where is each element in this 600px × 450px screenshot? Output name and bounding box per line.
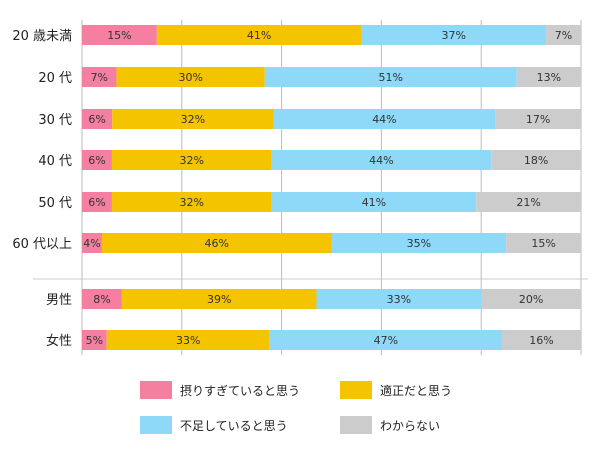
bar-segment <box>112 109 274 129</box>
category-label: 男性 <box>46 293 72 308</box>
bar-segment <box>111 192 272 212</box>
bar-segment <box>82 67 117 87</box>
bar-segment <box>546 25 581 45</box>
data-label: 44% <box>369 154 393 167</box>
data-label: 30% <box>178 71 202 84</box>
category-label: 20 代 <box>38 71 72 86</box>
data-label: 41% <box>362 196 386 209</box>
bar-segment <box>316 289 482 309</box>
bar-segment <box>271 192 477 212</box>
bar-segment <box>111 150 272 170</box>
data-label: 17% <box>526 113 550 126</box>
bar-segment <box>516 67 581 87</box>
data-label: 4% <box>83 237 100 250</box>
bar-segment <box>476 192 581 212</box>
data-label: 21% <box>516 196 540 209</box>
bar-segment <box>82 192 112 212</box>
data-label: 15% <box>531 237 555 250</box>
data-label: 41% <box>247 29 271 42</box>
data-label: 7% <box>91 71 108 84</box>
legend-label: 適正だと思う <box>380 383 452 398</box>
bar-segment <box>269 330 502 350</box>
legend-swatch <box>340 381 372 399</box>
bar-segment <box>273 109 496 129</box>
bar-segment <box>116 67 265 87</box>
category-label: 40 代 <box>38 154 72 169</box>
category-label: 20 歳未満 <box>12 29 72 44</box>
category-label: 30 代 <box>38 113 72 128</box>
bar-segment <box>82 25 157 45</box>
data-label: 47% <box>374 334 398 347</box>
bar-segment <box>501 330 581 350</box>
data-label: 46% <box>205 237 229 250</box>
bar-segment <box>506 233 581 253</box>
legend-swatch <box>140 416 172 434</box>
data-label: 32% <box>181 113 205 126</box>
data-label: 15% <box>107 29 131 42</box>
bar-segment <box>82 289 122 309</box>
category-label: 50 代 <box>38 196 72 211</box>
data-label: 20% <box>519 293 543 306</box>
bar-segment <box>82 233 102 253</box>
legend-label: 摂りすぎていると思う <box>180 383 300 398</box>
bar-segment <box>361 25 547 45</box>
data-label: 39% <box>207 293 231 306</box>
data-label: 16% <box>529 334 553 347</box>
bar-segment <box>106 330 270 350</box>
legend-swatch <box>140 381 172 399</box>
data-label: 35% <box>407 237 431 250</box>
data-label: 37% <box>442 29 466 42</box>
data-label: 44% <box>372 113 396 126</box>
bar-segment <box>82 109 113 129</box>
data-label: 8% <box>93 293 110 306</box>
data-label: 32% <box>180 154 204 167</box>
data-label: 5% <box>86 334 103 347</box>
data-label: 6% <box>88 154 105 167</box>
bar-segment <box>481 289 581 309</box>
data-label: 6% <box>88 196 105 209</box>
category-label: 60 代以上 <box>12 237 72 252</box>
bar-segment <box>331 233 507 253</box>
bar-segment <box>101 233 332 253</box>
data-label: 51% <box>379 71 403 84</box>
data-label: 18% <box>524 154 548 167</box>
bar-segment <box>264 67 517 87</box>
legend-swatch <box>340 416 372 434</box>
bar-segment <box>491 150 581 170</box>
data-label: 6% <box>88 113 105 126</box>
data-label: 33% <box>176 334 200 347</box>
legend-label: 不足していると思う <box>180 419 288 433</box>
data-label: 13% <box>537 71 561 84</box>
legend-label: わからない <box>380 419 440 433</box>
data-label: 32% <box>180 196 204 209</box>
bar-segment <box>156 25 362 45</box>
bars: 15% 41% 37% 7% 7% 30% 51% 13% 6% 32% 44% 17% 6% 32% 44… <box>82 25 581 350</box>
bar-segment <box>271 150 492 170</box>
bar-segment <box>82 150 112 170</box>
category-label: 女性 <box>46 333 72 349</box>
data-label: 33% <box>387 293 411 306</box>
bar-segment <box>121 289 317 309</box>
bar-segment <box>82 330 107 350</box>
bar-segment <box>495 109 581 129</box>
data-label: 7% <box>555 29 572 42</box>
